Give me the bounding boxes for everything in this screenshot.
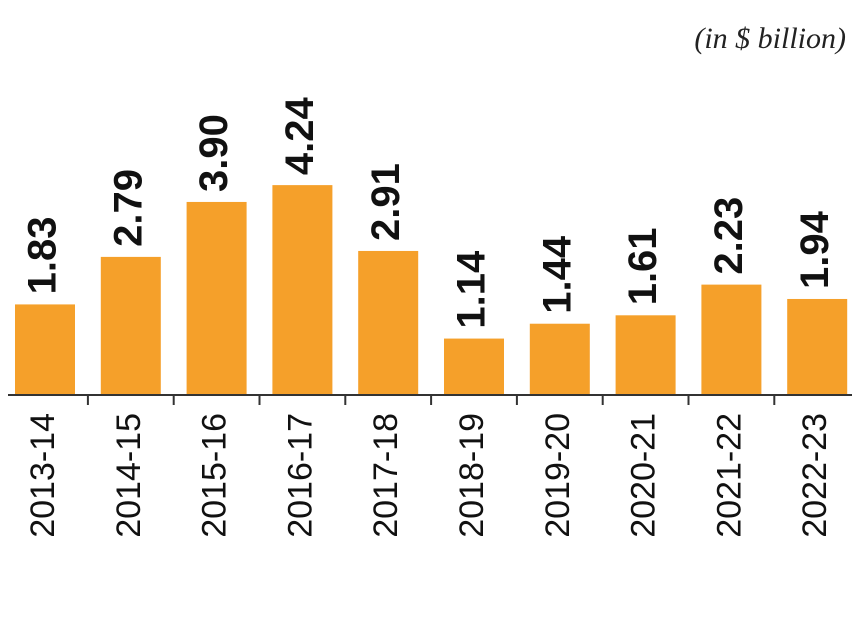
value-label: 2.91 <box>364 163 408 241</box>
bar <box>186 201 247 395</box>
value-label: 1.61 <box>621 227 665 305</box>
x-tick-label: 2022-23 <box>796 413 834 538</box>
bar <box>529 323 590 395</box>
x-tick-label: 2017-18 <box>367 413 405 538</box>
x-tick-label: 2020-21 <box>625 413 663 538</box>
value-label: 4.24 <box>278 97 322 176</box>
value-label: 3.90 <box>192 114 236 192</box>
x-tick-label: 2021-22 <box>710 413 748 538</box>
bar <box>444 338 504 395</box>
value-label: 2.23 <box>707 197 751 275</box>
bar <box>272 185 333 395</box>
x-tick-label: 2015-16 <box>196 413 234 538</box>
bar <box>787 298 848 395</box>
x-tick-label: 2014-15 <box>110 413 148 538</box>
value-label: 1.14 <box>450 250 494 329</box>
bar <box>15 304 75 395</box>
bar <box>615 315 676 395</box>
bar <box>701 284 762 395</box>
x-tick-label: 2016-17 <box>281 413 319 538</box>
x-tick-label: 2013-14 <box>24 413 62 538</box>
bar <box>100 256 161 395</box>
bar <box>358 250 419 395</box>
value-label: 2.79 <box>106 169 150 247</box>
chart-subtitle: (in $ billion) <box>694 22 846 55</box>
value-label: 1.94 <box>793 210 837 289</box>
value-label: 1.44 <box>535 235 579 314</box>
value-label: 1.83 <box>21 217 65 295</box>
x-tick-label: 2019-20 <box>539 413 577 538</box>
x-tick-label: 2018-19 <box>453 413 491 538</box>
